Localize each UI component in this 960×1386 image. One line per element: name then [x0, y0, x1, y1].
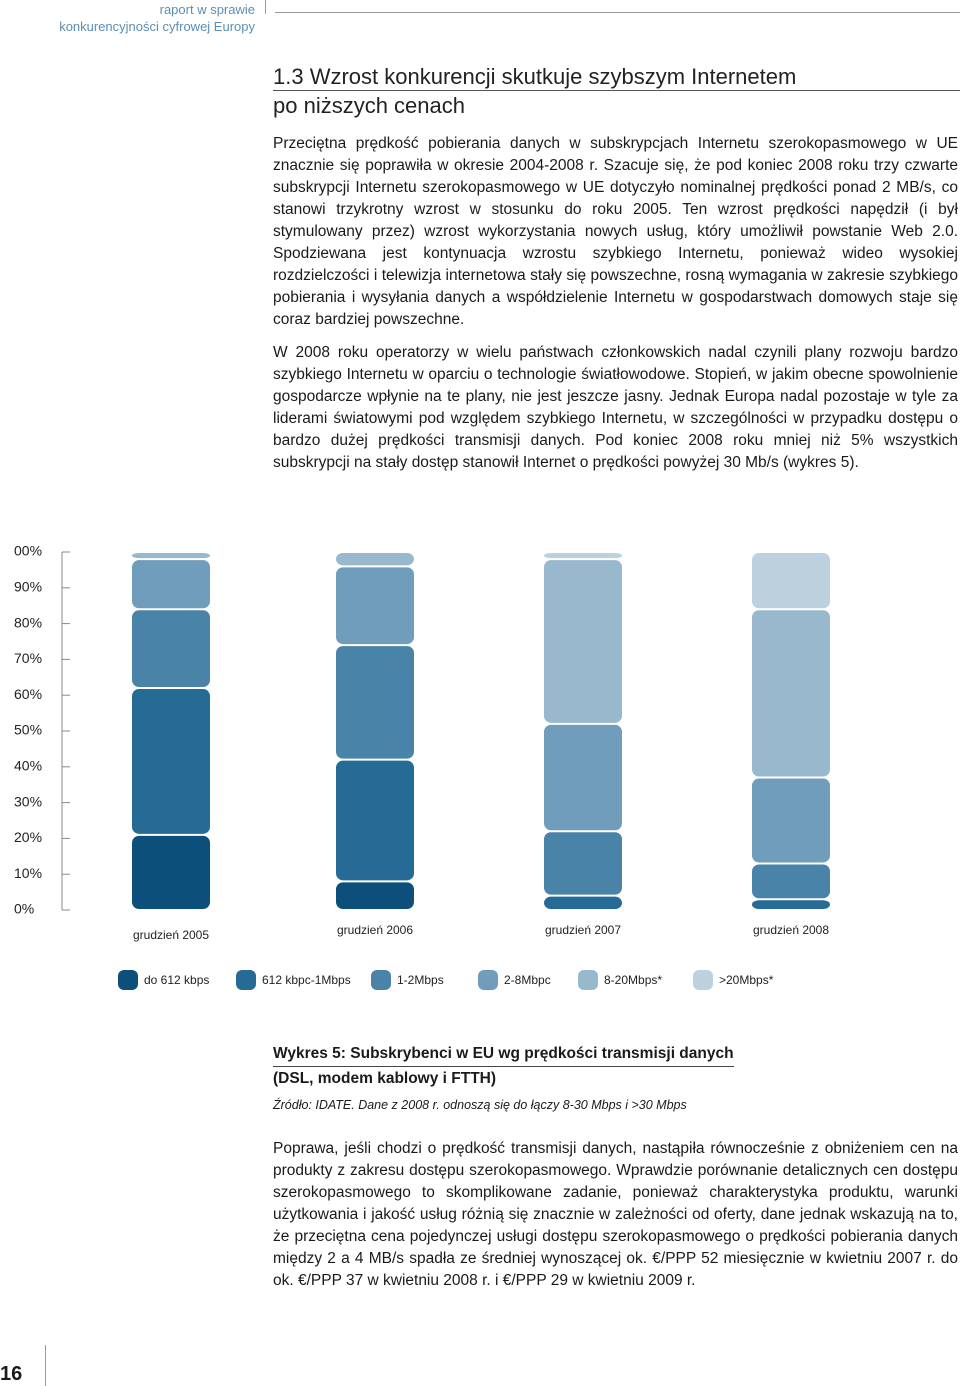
- caption-subtitle: (DSL, modem kablowy i FTTH): [273, 1070, 497, 1087]
- x-tick-label: grudzień 2005: [133, 928, 209, 942]
- y-tick-label: 90%: [14, 579, 42, 595]
- legend-swatch: [478, 970, 498, 990]
- bar-segment: [132, 553, 210, 559]
- header-rule: [275, 12, 960, 13]
- bar-segment: [544, 553, 622, 559]
- bar-segment: [544, 724, 622, 831]
- y-tick-label: 40%: [14, 758, 42, 774]
- y-tick-label: 10%: [14, 865, 42, 881]
- legend-swatch: [371, 970, 391, 990]
- bar-segment: [544, 560, 622, 723]
- legend-swatch: [693, 970, 713, 990]
- bar-segment: [752, 778, 830, 863]
- bar-segment: [336, 760, 414, 881]
- bar-segment: [336, 882, 414, 909]
- title-line: 1.3 Wzrost konkurencji skutkuje szybszym…: [273, 64, 797, 89]
- caption-source: Źródło: IDATE. Dane z 2008 r. odnoszą si…: [273, 1098, 687, 1112]
- paragraph: Poprawa, jeśli chodzi o prędkość transmi…: [273, 1140, 958, 1289]
- bar-segment: [132, 560, 210, 609]
- legend-label: 2-8Mbpc: [504, 973, 551, 987]
- bar-segment: [336, 646, 414, 759]
- bar-segment: [132, 689, 210, 834]
- y-tick-label: 80%: [14, 614, 42, 630]
- y-tick-label: 30%: [14, 793, 42, 809]
- bar-segment: [752, 610, 830, 777]
- legend-label: 8-20Mbps*: [604, 973, 662, 987]
- x-tick-label: grudzień 2008: [753, 923, 829, 937]
- legend-swatch: [118, 970, 138, 990]
- y-tick-label: 70%: [14, 650, 42, 666]
- bar-segment: [132, 835, 210, 909]
- legend-label: 612 kbpc-1Mbps: [262, 973, 351, 987]
- title-rule: [273, 90, 960, 91]
- chart: 0% 10% 20% 30% 40% 50% 60% 70% 80% 90% 00% grudzień…: [14, 543, 830, 990]
- legend-label: >20Mbps*: [719, 973, 774, 987]
- legend-swatch: [236, 970, 256, 990]
- x-tick-label: grudzień 2007: [545, 923, 621, 937]
- header-line: raport w sprawie: [159, 2, 255, 17]
- y-tick-label: 50%: [14, 722, 42, 738]
- x-tick-label: grudzień 2006: [337, 923, 413, 937]
- caption: Wykres 5: Subskrybenci w EU wg prędkości…: [273, 1042, 734, 1091]
- bar-segment: [752, 553, 830, 609]
- legend-label: do 612 kbps: [144, 973, 209, 987]
- paragraph: Przeciętna prędkość pobierania danych w …: [273, 135, 958, 328]
- header-line: konkurencyjności cyfrowej Europy: [59, 19, 255, 34]
- bar-segment: [752, 900, 830, 909]
- bar-segment: [132, 610, 210, 688]
- legend-label: 1-2Mbps: [397, 973, 444, 987]
- bar-segment: [336, 553, 414, 566]
- bar-segment: [752, 864, 830, 899]
- y-tick-label: 20%: [14, 829, 42, 845]
- page-number: 16: [0, 1363, 23, 1385]
- y-tick-label: 60%: [14, 686, 42, 702]
- y-tick-label: 00%: [14, 543, 42, 559]
- legend-swatch: [578, 970, 598, 990]
- page-rule: [45, 1345, 46, 1386]
- title-line: po niższych cenach: [273, 93, 465, 118]
- report-header: raport w sprawie konkurencyjności cyfrow…: [40, 1, 255, 35]
- bar-segment: [544, 896, 622, 909]
- section-title: 1.3 Wzrost konkurencji skutkuje szybszym…: [273, 62, 796, 120]
- caption-title: Wykres 5: Subskrybenci w EU wg prędkości…: [273, 1042, 734, 1067]
- bar-segment: [336, 567, 414, 645]
- paragraph: W 2008 roku operatorzy w wielu państwach…: [273, 344, 958, 471]
- header-rule-v: [265, 0, 266, 14]
- bar-segment: [544, 832, 622, 895]
- y-tick-label: 0%: [14, 901, 34, 917]
